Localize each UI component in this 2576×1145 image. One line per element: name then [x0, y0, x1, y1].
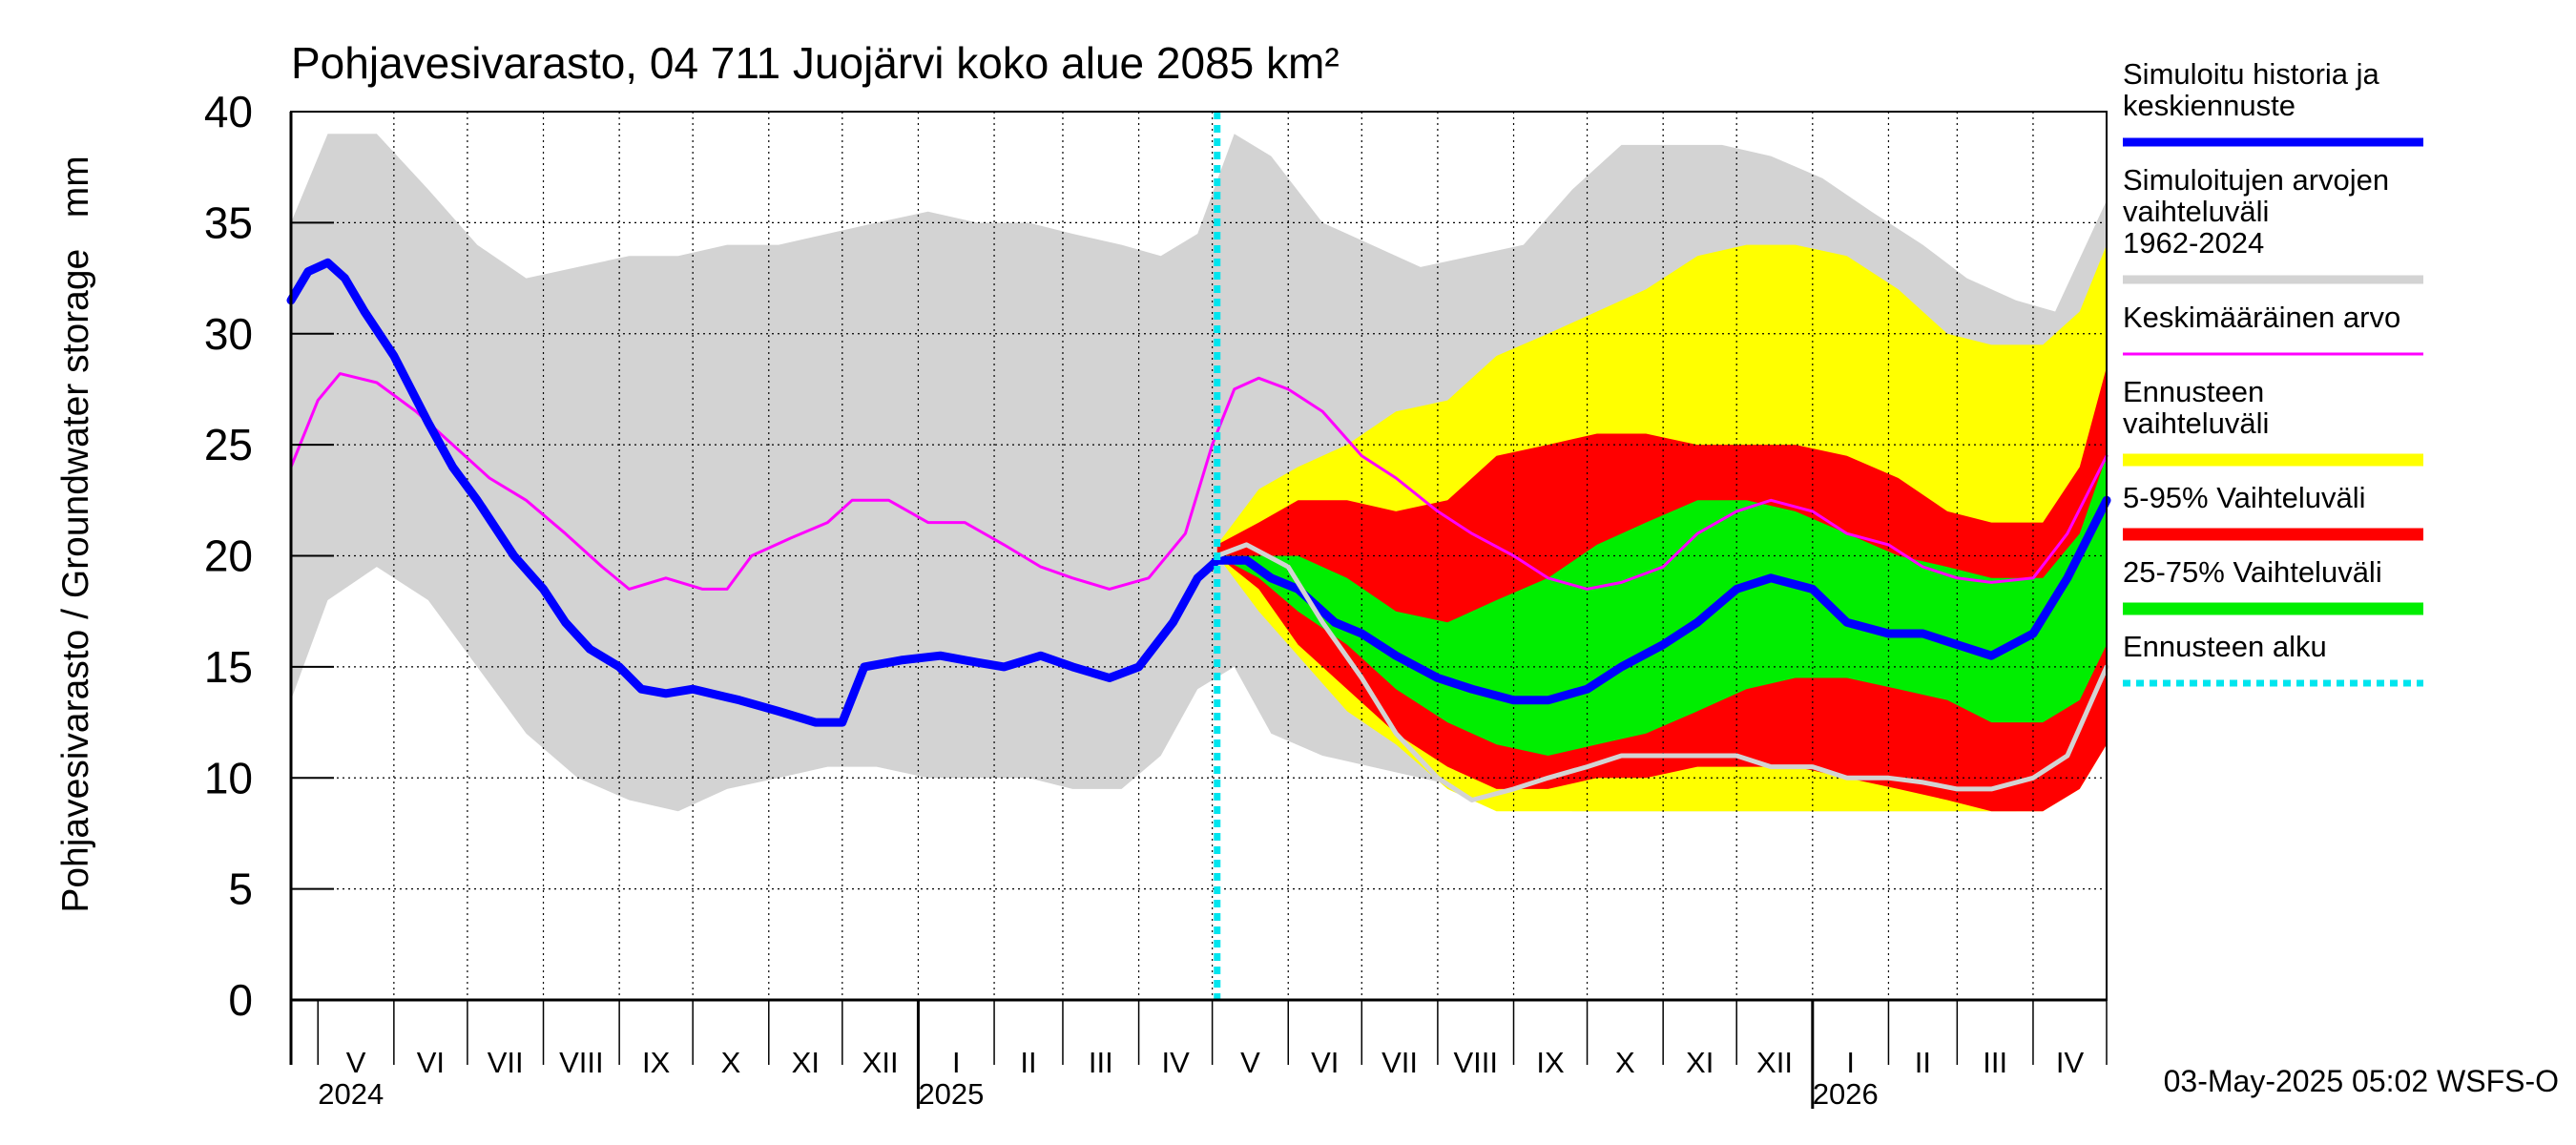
year-label: 2025: [918, 1077, 984, 1111]
month-label: V: [1240, 1046, 1260, 1079]
month-label: VII: [488, 1046, 524, 1079]
month-label: II: [1915, 1046, 1931, 1079]
grid-lines: [291, 112, 2107, 1000]
legend-label: 1962-2024: [2123, 226, 2264, 260]
y-tick-label: 10: [204, 753, 253, 802]
line-simuloitu-historia-ja-keskiennuste: [286, 258, 2111, 727]
chart-title: Pohjavesivarasto, 04 711 Juojärvi koko a…: [291, 38, 1340, 88]
month-label: I: [1846, 1046, 1855, 1079]
legend-label: vaihteluväli: [2123, 406, 2269, 440]
month-label: XI: [792, 1046, 820, 1079]
y-tick-label: 35: [204, 198, 253, 247]
month-label: VI: [1311, 1046, 1339, 1079]
legend-label: Simuloitujen arvojen: [2123, 163, 2389, 197]
year-label: 2024: [318, 1077, 384, 1111]
y-tick-label: 0: [228, 975, 253, 1025]
month-label: IX: [1536, 1046, 1565, 1079]
month-label: VII: [1381, 1046, 1418, 1079]
y-tick-label: 40: [204, 87, 253, 136]
month-label: XII: [1756, 1046, 1793, 1079]
month-label: X: [721, 1046, 741, 1079]
month-label: IV: [1161, 1046, 1190, 1079]
month-label: III: [1983, 1046, 2007, 1079]
month-label: VIII: [1453, 1046, 1498, 1079]
year-label: 2026: [1813, 1077, 1879, 1111]
month-label: XI: [1686, 1046, 1714, 1079]
legend-label: Ennusteen alku: [2123, 630, 2327, 663]
y-axis-label: Pohjavesivarasto / Groundwater storage m…: [55, 156, 96, 912]
month-label: IX: [642, 1046, 671, 1079]
month-label: VIII: [559, 1046, 604, 1079]
legend-label: Keskimääräinen arvo: [2123, 301, 2400, 334]
line-median-simulated-trace: [1215, 542, 2109, 802]
month-label: V: [346, 1046, 366, 1079]
legend-label: 5-95% Vaihteluväli: [2123, 481, 2365, 514]
legend-label: vaihteluväli: [2123, 195, 2269, 228]
legend-label: Simuloitu historia ja: [2123, 57, 2380, 91]
legend-label: keskiennuste: [2123, 89, 2296, 122]
month-label: VI: [417, 1046, 445, 1079]
y-tick-label: 20: [204, 531, 253, 581]
month-label: III: [1089, 1046, 1113, 1079]
month-label: I: [952, 1046, 961, 1079]
month-label: IV: [2056, 1046, 2085, 1079]
legend-label: Ennusteen: [2123, 375, 2264, 408]
month-label: XII: [862, 1046, 899, 1079]
line-keskim-r-inen-arvo: [289, 372, 2109, 591]
legend-label: 25-75% Vaihteluväli: [2123, 555, 2382, 589]
chart-areas: [291, 134, 2107, 812]
month-label: II: [1020, 1046, 1036, 1079]
timestamp-footer: 03-May-2025 05:02 WSFS-O: [2164, 1064, 2559, 1098]
chart-lines: [286, 112, 2111, 1000]
y-tick-label: 30: [204, 309, 253, 359]
month-label: X: [1615, 1046, 1635, 1079]
y-tick-label: 15: [204, 642, 253, 692]
y-tick-label: 5: [228, 864, 253, 914]
y-tick-label: 25: [204, 420, 253, 469]
